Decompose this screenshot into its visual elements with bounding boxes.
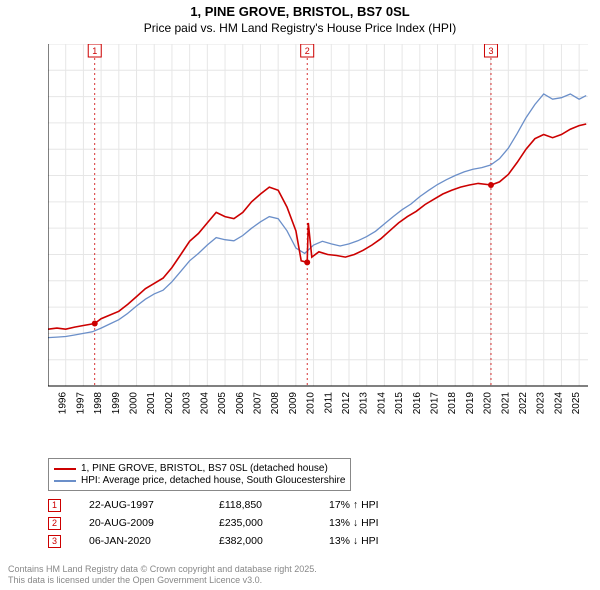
- x-tick-label: 1997: [75, 392, 86, 415]
- x-tick-label: 2009: [288, 392, 299, 415]
- x-tick-label: 2021: [500, 392, 511, 415]
- sale-marker-number: 2: [305, 46, 310, 56]
- legend-swatch: [54, 480, 76, 482]
- x-tick-label: 2007: [252, 392, 263, 415]
- sale-row-marker: 3: [48, 535, 61, 548]
- x-tick-label: 2014: [376, 392, 387, 415]
- x-tick-label: 2005: [217, 392, 228, 415]
- chart-container: 1, PINE GROVE, BRISTOL, BS7 0SL Price pa…: [0, 0, 600, 590]
- x-tick-label: 2008: [270, 392, 281, 415]
- sale-row: 3 06-JAN-2020£382,00013% ↓ HPI: [48, 532, 419, 550]
- x-tick-label: 2006: [235, 392, 246, 415]
- legend-swatch: [54, 468, 76, 470]
- sale-row-price: £382,000: [219, 535, 329, 547]
- sale-row-marker: 1: [48, 499, 61, 512]
- legend-item: HPI: Average price, detached house, Sout…: [54, 475, 345, 486]
- x-tick-label: 2022: [518, 392, 529, 415]
- x-tick-label: 1995: [48, 392, 51, 415]
- sale-row-change: 13% ↓ HPI: [329, 517, 419, 529]
- x-tick-label: 2025: [571, 392, 582, 415]
- x-tick-label: 1998: [93, 392, 104, 415]
- sale-row-price: £118,850: [219, 499, 329, 511]
- legend-item: 1, PINE GROVE, BRISTOL, BS7 0SL (detache…: [54, 463, 345, 474]
- footer-line2: This data is licensed under the Open Gov…: [8, 575, 317, 586]
- legend-box: 1, PINE GROVE, BRISTOL, BS7 0SL (detache…: [48, 458, 351, 491]
- sale-row-change: 17% ↑ HPI: [329, 499, 419, 511]
- sale-row-price: £235,000: [219, 517, 329, 529]
- x-tick-label: 2001: [146, 392, 157, 415]
- sale-row-date: 22-AUG-1997: [89, 499, 219, 511]
- sales-table: 1 22-AUG-1997£118,85017% ↑ HPI 2 20-AUG-200…: [48, 496, 419, 550]
- legend-label: HPI: Average price, detached house, Sout…: [81, 475, 345, 486]
- series-price_paid: [48, 124, 586, 329]
- x-tick-label: 2010: [306, 392, 317, 415]
- sale-row-marker: 2: [48, 517, 61, 530]
- footer-line1: Contains HM Land Registry data © Crown c…: [8, 564, 317, 575]
- sale-marker-number: 3: [488, 46, 493, 56]
- x-tick-label: 2018: [447, 392, 458, 415]
- x-tick-label: 2024: [553, 392, 564, 415]
- x-tick-label: 2000: [129, 392, 140, 415]
- chart-area: £0£50K£100K£150K£200K£250K£300K£350K£400…: [48, 44, 588, 424]
- sale-marker-dot: [304, 259, 310, 265]
- legend-label: 1, PINE GROVE, BRISTOL, BS7 0SL (detache…: [81, 463, 328, 474]
- sale-row-change: 13% ↓ HPI: [329, 535, 419, 547]
- x-tick-label: 2011: [323, 392, 334, 414]
- x-tick-label: 2015: [394, 392, 405, 415]
- x-tick-label: 2019: [465, 392, 476, 415]
- x-tick-label: 2020: [483, 392, 494, 415]
- sale-row: 2 20-AUG-2009£235,00013% ↓ HPI: [48, 514, 419, 532]
- x-tick-label: 1999: [111, 392, 122, 415]
- sale-row-date: 06-JAN-2020: [89, 535, 219, 547]
- x-tick-label: 1996: [58, 392, 69, 415]
- title-block: 1, PINE GROVE, BRISTOL, BS7 0SL Price pa…: [0, 0, 600, 35]
- x-tick-label: 2003: [182, 392, 193, 415]
- series-hpi: [48, 94, 586, 338]
- sale-marker-number: 1: [92, 46, 97, 56]
- x-tick-label: 2012: [341, 392, 352, 415]
- x-tick-label: 2016: [412, 392, 423, 415]
- x-tick-label: 2004: [199, 392, 210, 415]
- x-tick-label: 2013: [359, 392, 370, 415]
- x-tick-label: 2023: [536, 392, 547, 415]
- x-tick-label: 2017: [430, 392, 441, 415]
- sale-row-date: 20-AUG-2009: [89, 517, 219, 529]
- x-tick-label: 2002: [164, 392, 175, 415]
- sale-marker-dot: [92, 320, 98, 326]
- sale-marker-dot: [488, 182, 494, 188]
- footer: Contains HM Land Registry data © Crown c…: [8, 564, 317, 587]
- sale-row: 1 22-AUG-1997£118,85017% ↑ HPI: [48, 496, 419, 514]
- title-line2: Price paid vs. HM Land Registry's House …: [0, 21, 600, 35]
- chart-svg: £0£50K£100K£150K£200K£250K£300K£350K£400…: [48, 44, 588, 424]
- title-line1: 1, PINE GROVE, BRISTOL, BS7 0SL: [0, 4, 600, 19]
